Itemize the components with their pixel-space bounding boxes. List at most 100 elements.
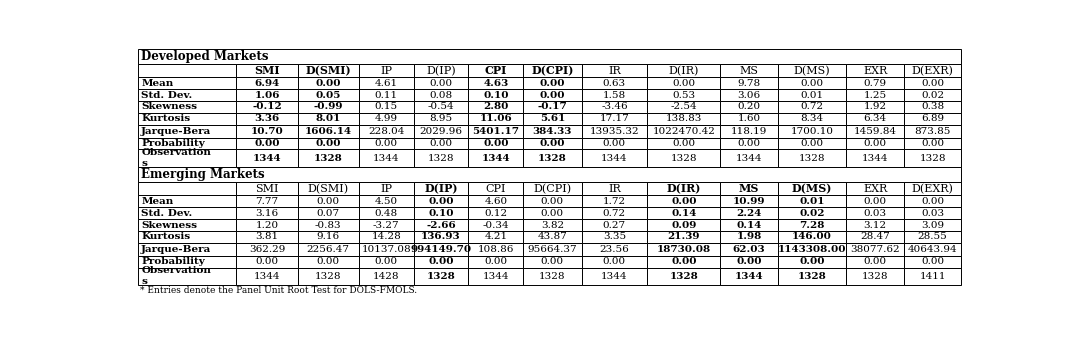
Text: 0.02: 0.02 bbox=[799, 209, 825, 218]
Bar bbox=[297, 138, 358, 149]
Bar bbox=[523, 219, 582, 231]
Bar bbox=[358, 195, 414, 207]
Bar bbox=[138, 77, 236, 89]
Text: 0.00: 0.00 bbox=[799, 257, 825, 266]
Bar bbox=[904, 219, 961, 231]
Bar bbox=[297, 149, 358, 167]
Text: 5.61: 5.61 bbox=[539, 114, 565, 123]
Bar bbox=[846, 101, 904, 113]
Text: 1700.10: 1700.10 bbox=[791, 127, 834, 136]
Bar bbox=[297, 89, 358, 101]
Text: 0.00: 0.00 bbox=[429, 79, 453, 88]
Text: 1022470.42: 1022470.42 bbox=[653, 127, 715, 136]
Bar bbox=[846, 113, 904, 125]
Text: 0.07: 0.07 bbox=[317, 209, 340, 218]
Bar bbox=[469, 267, 523, 285]
Bar bbox=[647, 138, 720, 149]
Bar bbox=[647, 113, 720, 125]
Bar bbox=[647, 89, 720, 101]
Text: 0.09: 0.09 bbox=[671, 221, 697, 230]
Text: 0.11: 0.11 bbox=[374, 91, 398, 100]
Text: 1328: 1328 bbox=[314, 154, 342, 163]
Bar bbox=[414, 89, 469, 101]
Bar bbox=[523, 149, 582, 167]
Bar bbox=[720, 113, 778, 125]
Text: 0.00: 0.00 bbox=[671, 197, 697, 206]
Text: 0.00: 0.00 bbox=[539, 91, 565, 100]
Text: 0.72: 0.72 bbox=[602, 209, 626, 218]
Bar bbox=[647, 231, 720, 243]
Bar bbox=[236, 138, 297, 149]
Bar bbox=[647, 267, 720, 285]
Text: 4.21: 4.21 bbox=[485, 233, 507, 241]
Text: 0.00: 0.00 bbox=[316, 139, 341, 148]
Bar bbox=[582, 243, 647, 256]
Bar bbox=[904, 243, 961, 256]
Bar bbox=[523, 256, 582, 267]
Text: 0.00: 0.00 bbox=[256, 257, 278, 266]
Bar bbox=[582, 207, 647, 219]
Bar bbox=[138, 48, 961, 64]
Bar bbox=[778, 243, 846, 256]
Text: 146.00: 146.00 bbox=[792, 233, 832, 241]
Text: 9.16: 9.16 bbox=[317, 233, 340, 241]
Text: 1328: 1328 bbox=[861, 272, 888, 281]
Bar bbox=[904, 101, 961, 113]
Text: IP: IP bbox=[380, 184, 393, 194]
Bar bbox=[904, 64, 961, 77]
Text: 10137.08: 10137.08 bbox=[362, 245, 411, 254]
Text: 0.00: 0.00 bbox=[672, 139, 696, 148]
Text: -2.54: -2.54 bbox=[671, 102, 698, 112]
Text: 8.34: 8.34 bbox=[800, 114, 824, 123]
Text: 1328: 1328 bbox=[539, 272, 566, 281]
Text: 0.00: 0.00 bbox=[921, 257, 944, 266]
Text: IP: IP bbox=[380, 66, 393, 76]
Bar bbox=[582, 89, 647, 101]
Text: SMI: SMI bbox=[255, 65, 280, 76]
Text: D(IP): D(IP) bbox=[424, 183, 458, 194]
Text: 0.00: 0.00 bbox=[539, 139, 565, 148]
Text: 21.39: 21.39 bbox=[668, 233, 700, 241]
Text: -3.46: -3.46 bbox=[601, 102, 628, 112]
Bar bbox=[582, 267, 647, 285]
Text: 1328: 1328 bbox=[798, 272, 826, 281]
Bar bbox=[720, 182, 778, 195]
Bar bbox=[414, 267, 469, 285]
Text: 228.04: 228.04 bbox=[368, 127, 404, 136]
Text: 1328: 1328 bbox=[428, 154, 455, 163]
Bar bbox=[236, 89, 297, 101]
Bar bbox=[297, 64, 358, 77]
Text: 17.17: 17.17 bbox=[599, 114, 629, 123]
Bar bbox=[582, 113, 647, 125]
Bar bbox=[778, 182, 846, 195]
Text: 3.16: 3.16 bbox=[256, 209, 278, 218]
Bar bbox=[236, 64, 297, 77]
Bar bbox=[720, 243, 778, 256]
Text: Skewness: Skewness bbox=[141, 221, 197, 230]
Text: D(EXR): D(EXR) bbox=[912, 184, 953, 194]
Bar bbox=[297, 101, 358, 113]
Text: 7.28: 7.28 bbox=[799, 221, 825, 230]
Bar bbox=[414, 231, 469, 243]
Text: 0.00: 0.00 bbox=[539, 79, 565, 88]
Bar bbox=[358, 207, 414, 219]
Bar bbox=[523, 207, 582, 219]
Text: 3.09: 3.09 bbox=[921, 221, 944, 230]
Bar bbox=[778, 113, 846, 125]
Text: D(MS): D(MS) bbox=[794, 65, 830, 76]
Text: 7.77: 7.77 bbox=[256, 197, 278, 206]
Text: 0.79: 0.79 bbox=[863, 79, 887, 88]
Bar bbox=[138, 231, 236, 243]
Bar bbox=[358, 267, 414, 285]
Bar bbox=[904, 125, 961, 138]
Text: D(IP): D(IP) bbox=[426, 65, 456, 76]
Text: 0.00: 0.00 bbox=[863, 139, 887, 148]
Bar bbox=[720, 219, 778, 231]
Text: 0.00: 0.00 bbox=[863, 197, 887, 206]
Bar bbox=[414, 64, 469, 77]
Text: 0.00: 0.00 bbox=[429, 139, 453, 148]
Text: Observation
s: Observation s bbox=[141, 148, 211, 168]
Bar bbox=[138, 149, 236, 167]
Text: Std. Dev.: Std. Dev. bbox=[141, 209, 193, 218]
Text: 18730.08: 18730.08 bbox=[657, 245, 710, 254]
